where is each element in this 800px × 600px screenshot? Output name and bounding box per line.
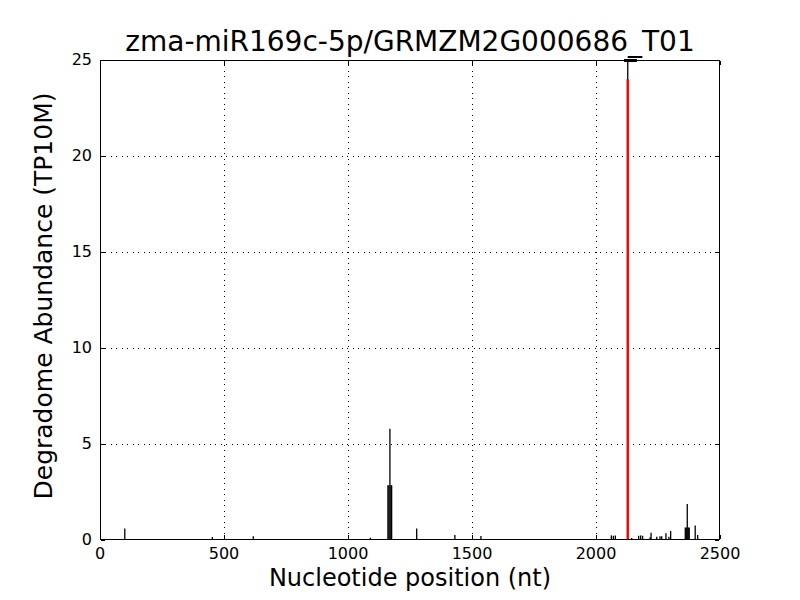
y-tick-label: 20 (72, 146, 92, 165)
y-axis-label: Degradome Abundance (TP10M) (31, 93, 56, 500)
y-tick-label: 5 (82, 434, 92, 453)
x-tick-label: 500 (209, 544, 240, 563)
chart-title: zma-miR169c-5p/GRMZM2G000686_T01 (100, 28, 720, 56)
x-tick-label: 1000 (328, 544, 369, 563)
y-tick-label: 15 (72, 242, 92, 261)
plot-canvas: 0 500 1000 1500 2000 2500 0 5 10 15 20 25 (0, 0, 800, 600)
x-tick-label: 2000 (576, 544, 617, 563)
y-tick-label: 0 (82, 530, 92, 549)
x-tick-label: 2500 (700, 544, 741, 563)
x-tick-label: 0 (95, 544, 105, 563)
y-tick-label: 25 (72, 50, 92, 69)
y-tick-label: 10 (72, 338, 92, 357)
figure: zma-miR169c-5p/GRMZM2G000686_T01 Degrado… (0, 0, 800, 600)
x-axis-label: Nucleotide position (nt) (100, 566, 720, 590)
x-tick-label: 1500 (452, 544, 493, 563)
